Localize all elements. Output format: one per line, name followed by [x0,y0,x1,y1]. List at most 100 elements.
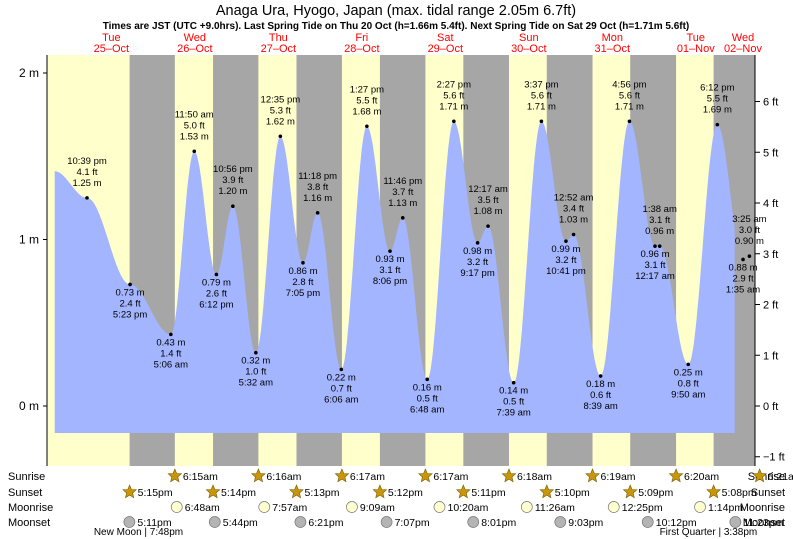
tide-point [388,249,392,253]
moonset-icon [208,516,221,528]
moonset-icon [294,516,307,528]
tide-point [192,149,197,154]
tide-point-label: 5.5 ft [356,95,377,106]
sun-icon [289,484,304,499]
sun-time: 5:10pm [555,487,590,499]
tide-point-label: 12:52 am [554,193,594,204]
tide-point-label: 2.8 ft [292,277,313,288]
sun-icon [455,484,471,499]
sun-time: 5:15pm [138,487,173,499]
day-name-label: Sat [437,32,454,44]
sun-time: 6:20am [684,471,719,483]
tide-point-label: 8:06 pm [373,276,407,287]
moonset-icon [380,516,393,528]
day-name-label: Wed [732,32,754,44]
tide-point-label: 12:35 pm [261,94,301,105]
tide-point [564,239,568,243]
tide-point-label: 0.5 ft [503,397,524,408]
tide-point [365,124,369,129]
tide-point [598,374,603,378]
tide-point-label: 3.5 ft [477,195,498,206]
tide-point-label: 12:17 am [635,271,675,282]
plot-frame [46,55,756,466]
tide-point-label: 1.20 m [218,186,247,197]
right-tick-label: 4 ft [763,198,778,210]
right-tick-label: 6 ft [763,97,778,109]
tide-point-label: 1.68 m [352,106,381,117]
right-tick-label: 3 ft [763,249,778,261]
tide-point-label: 3.9 ft [222,175,243,186]
moonset-time: 8:01pm [481,517,516,529]
tide-point-label: 0.6 ft [590,390,611,401]
tide-point-label: 3.1 ft [644,260,665,271]
tide-point [627,119,632,124]
day-name-label: Tue [102,32,121,44]
tide-point-label: 0.32 m [241,356,270,367]
day-name-label: Mon [602,32,623,44]
tide-point-label: 0.96 m [645,226,674,237]
tide-point-label: 9:17 pm [460,268,494,279]
tide-area [54,121,735,434]
moonrise-icon [170,501,183,513]
tide-point-label: 1:38 am [643,204,677,215]
tide-point [315,211,320,215]
tide-point-label: 1.13 m [388,198,417,209]
row-label-right: Moonrise [740,502,785,514]
moonset-time: 9:03pm [568,517,603,529]
tide-point-label: 0.8 ft [678,378,699,389]
tide-point-label: 10:39 pm [67,156,107,167]
tide-point [657,244,662,248]
tide-point-label: 3.4 ft [563,204,584,215]
tide-point-label: 6:12 pm [199,299,233,310]
tide-point-label: 0.79 m [202,277,231,288]
tide-point-label: 0.43 m [156,337,185,348]
moonset-time: 11:23pm [743,517,783,529]
tide-point-label: 5.6 ft [619,90,640,101]
tide-point-label: 0.14 m [499,386,528,397]
moonrise-icon [520,501,533,513]
tide-point-label: 5.0 ft [184,120,205,131]
tide-point-label: 5.6 ft [531,90,552,101]
tide-point [452,119,456,124]
row-label-left: Moonset [8,517,50,529]
tide-point-label: 0.88 m [728,262,757,273]
sun-icon [334,468,350,483]
moonrise-icon [607,501,620,513]
tide-point [686,362,691,367]
tide-point-label: 11:50 am [175,109,214,120]
moonset-time: 5:11pm [137,517,171,529]
tide-point [653,244,657,248]
tide-point [231,204,235,208]
tide-point [214,272,219,277]
day-name-label: Fri [355,32,368,44]
row-label-right: Sunset [751,487,785,499]
moonrise-time: 7:57am [272,502,307,514]
moonset-time: 5:44pm [223,517,258,529]
tide-point [741,257,745,262]
moonrise-time: 12:25pm [622,502,663,514]
day-name-label: Thu [269,32,288,44]
sun-time: 6:15am [183,471,218,483]
day-date-label: 25–Oct [94,43,129,55]
right-tick-label: 2 ft [763,300,778,312]
tide-point [85,196,89,200]
sun-time: 6:18am [517,471,552,483]
tide-point-label: 11:18 pm [298,171,337,182]
sun-icon [122,484,138,499]
tide-point-label: 2:27 pm [437,79,471,90]
tide-point-label: 5:06 am [154,359,188,370]
moonrise-time: 10:20am [448,502,489,514]
row-label-left: Moonrise [8,502,53,514]
day-date-label: 26–Oct [177,43,212,55]
tide-point-label: 1:35 am [726,284,760,295]
sun-time: 5:11pm [471,487,505,499]
tide-point-label: 0.5 ft [417,393,438,404]
tide-point-label: 3.1 ft [649,215,670,226]
tide-point-label: 0.16 m [413,382,442,393]
tide-point [169,332,173,337]
tide-point-label: 3.0 ft [739,225,760,236]
tide-point-label: 1.62 m [266,116,295,127]
sun-time: 5:14pm [221,487,256,499]
